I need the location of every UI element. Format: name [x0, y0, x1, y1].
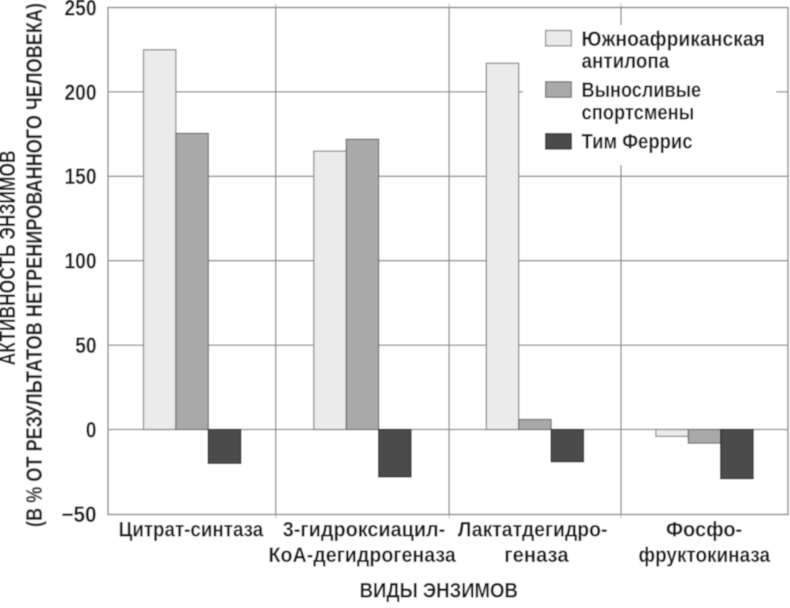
svg-text:геназа: геназа [504, 543, 569, 567]
svg-text:−50: −50 [62, 502, 97, 527]
svg-text:0: 0 [86, 417, 97, 442]
svg-text:Тим Феррис: Тим Феррис [582, 129, 693, 153]
svg-text:150: 150 [65, 164, 97, 189]
svg-text:фруктокиназа: фруктокиназа [639, 543, 772, 567]
svg-text:(В % ОТ РЕЗУЛЬТАТОВ НЕТРЕНИРОВ: (В % ОТ РЕЗУЛЬТАТОВ НЕТРЕНИРОВАННОГО ЧЕЛ… [22, 3, 47, 527]
svg-text:250: 250 [65, 0, 97, 20]
svg-text:Лактатдегидро-: Лактатдегидро- [458, 518, 608, 542]
svg-text:Южноафриканская: Южноафриканская [582, 27, 765, 51]
svg-text:Выносливые: Выносливые [582, 78, 702, 102]
svg-text:200: 200 [65, 80, 97, 105]
svg-text:50: 50 [75, 333, 96, 358]
svg-text:Фосфо-: Фосфо- [666, 518, 742, 542]
svg-text:АКТИВНОСТЬ ЭНЗИМОВ: АКТИВНОСТЬ ЭНЗИМОВ [0, 150, 20, 365]
svg-text:3-гидроксиацил-: 3-гидроксиацил- [283, 518, 446, 542]
svg-text:Цитрат-синтаза: Цитрат-синтаза [119, 518, 264, 542]
svg-text:спортсмены: спортсмены [582, 100, 695, 124]
svg-text:ВИДЫ ЭНЗИМОВ: ВИДЫ ЭНЗИМОВ [360, 578, 518, 602]
svg-text:КоА-дегидрогеназа: КоА-дегидрогеназа [269, 543, 457, 567]
svg-text:антилопа: антилопа [582, 49, 671, 73]
svg-text:100: 100 [65, 249, 97, 274]
